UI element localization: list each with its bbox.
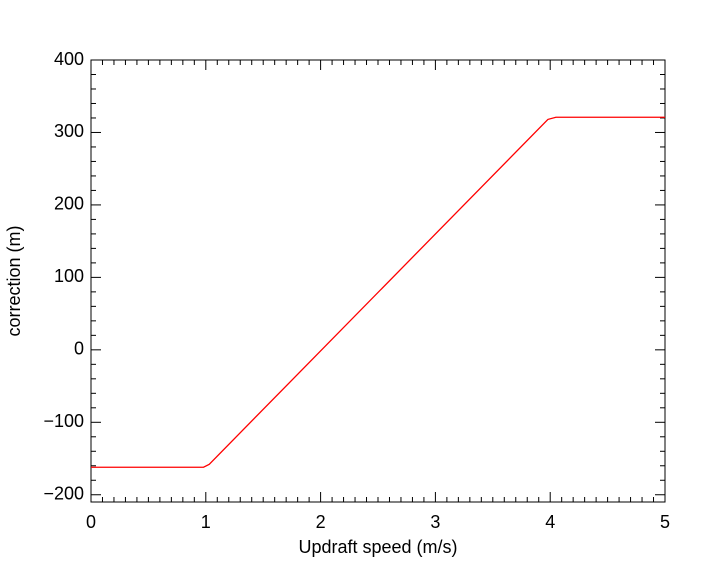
x-tick-label: 4	[545, 512, 555, 532]
x-tick-label: 0	[86, 512, 96, 532]
y-tick-label: 100	[54, 266, 84, 286]
y-tick-label: 200	[54, 194, 84, 214]
y-tick-label: −100	[43, 411, 84, 431]
y-tick-label: 400	[54, 49, 84, 69]
data-line	[91, 116, 665, 468]
y-tick-label: 300	[54, 121, 84, 141]
y-tick-label: 0	[74, 339, 84, 359]
x-tick-label: 5	[660, 512, 670, 532]
x-tick-label: 1	[201, 512, 211, 532]
x-tick-label: 2	[316, 512, 326, 532]
plot-frame	[90, 59, 666, 503]
y-axis-label: correction (m)	[4, 225, 24, 336]
x-axis-label: Updraft speed (m/s)	[298, 537, 457, 557]
x-tick-label: 3	[430, 512, 440, 532]
y-tick-label: −200	[43, 484, 84, 504]
